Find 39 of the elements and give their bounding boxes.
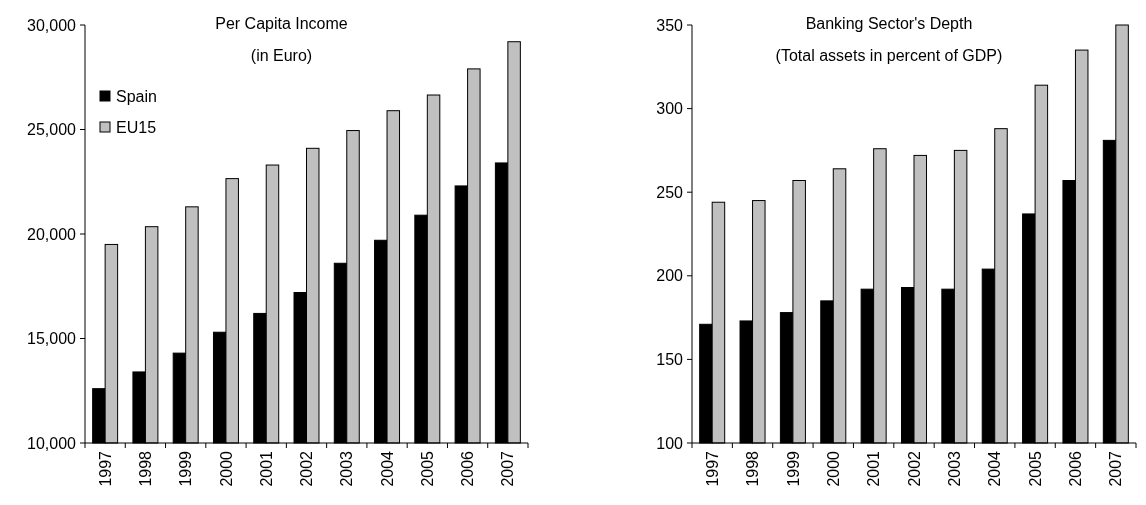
x-tick-label: 2004 [986, 450, 1004, 487]
y-tick-label: 100 [656, 434, 684, 452]
y-tick-label: 30,000 [27, 16, 77, 34]
x-tick-label: 2000 [824, 450, 842, 487]
y-tick-label: 200 [656, 267, 684, 285]
y-tick-label: 25,000 [27, 121, 77, 139]
x-tick-label: 2004 [378, 450, 396, 487]
text: (in Euro) [250, 47, 313, 64]
x-tick-label: 1999 [784, 450, 802, 487]
y-tick-label: 10,000 [27, 434, 77, 452]
y-tick-label: 15,000 [27, 330, 77, 348]
x-tick-label: 2005 [1026, 450, 1044, 487]
legend-label: Spain [116, 87, 157, 105]
x-tick-label: 1997 [703, 450, 721, 487]
x-tick-label: 1999 [177, 450, 195, 487]
y-tick-label: 150 [656, 351, 684, 368]
y-tick-label: 300 [656, 100, 684, 118]
x-tick-label: 2003 [338, 450, 356, 487]
x-tick-label: 2006 [459, 450, 477, 487]
x-tick-label: 2007 [1107, 450, 1125, 487]
chart-title: Banking Sector's Depth [805, 15, 973, 32]
x-tick-label: 1997 [96, 450, 114, 487]
chart-title: Per Capita Income [215, 15, 348, 32]
x-tick-label: 1998 [744, 450, 762, 487]
x-tick-label: 1998 [137, 450, 155, 487]
y-tick-label: 20,000 [27, 225, 77, 243]
x-tick-label: 2005 [418, 450, 436, 487]
text: (Total assets in percent of GDP) [775, 47, 1003, 64]
x-tick-label: 2001 [257, 450, 275, 487]
x-tick-label: 2007 [499, 450, 517, 487]
x-tick-label: 2001 [865, 450, 883, 487]
x-tick-label: 2003 [945, 450, 963, 487]
y-tick-label: 250 [656, 183, 684, 201]
y-tick-label: 350 [656, 16, 684, 34]
x-tick-label: 2006 [1067, 450, 1085, 487]
legend-label: EU15 [116, 118, 157, 136]
x-tick-label: 2000 [217, 450, 235, 487]
x-tick-label: 2002 [298, 450, 316, 487]
x-tick-label: 2002 [905, 450, 923, 487]
